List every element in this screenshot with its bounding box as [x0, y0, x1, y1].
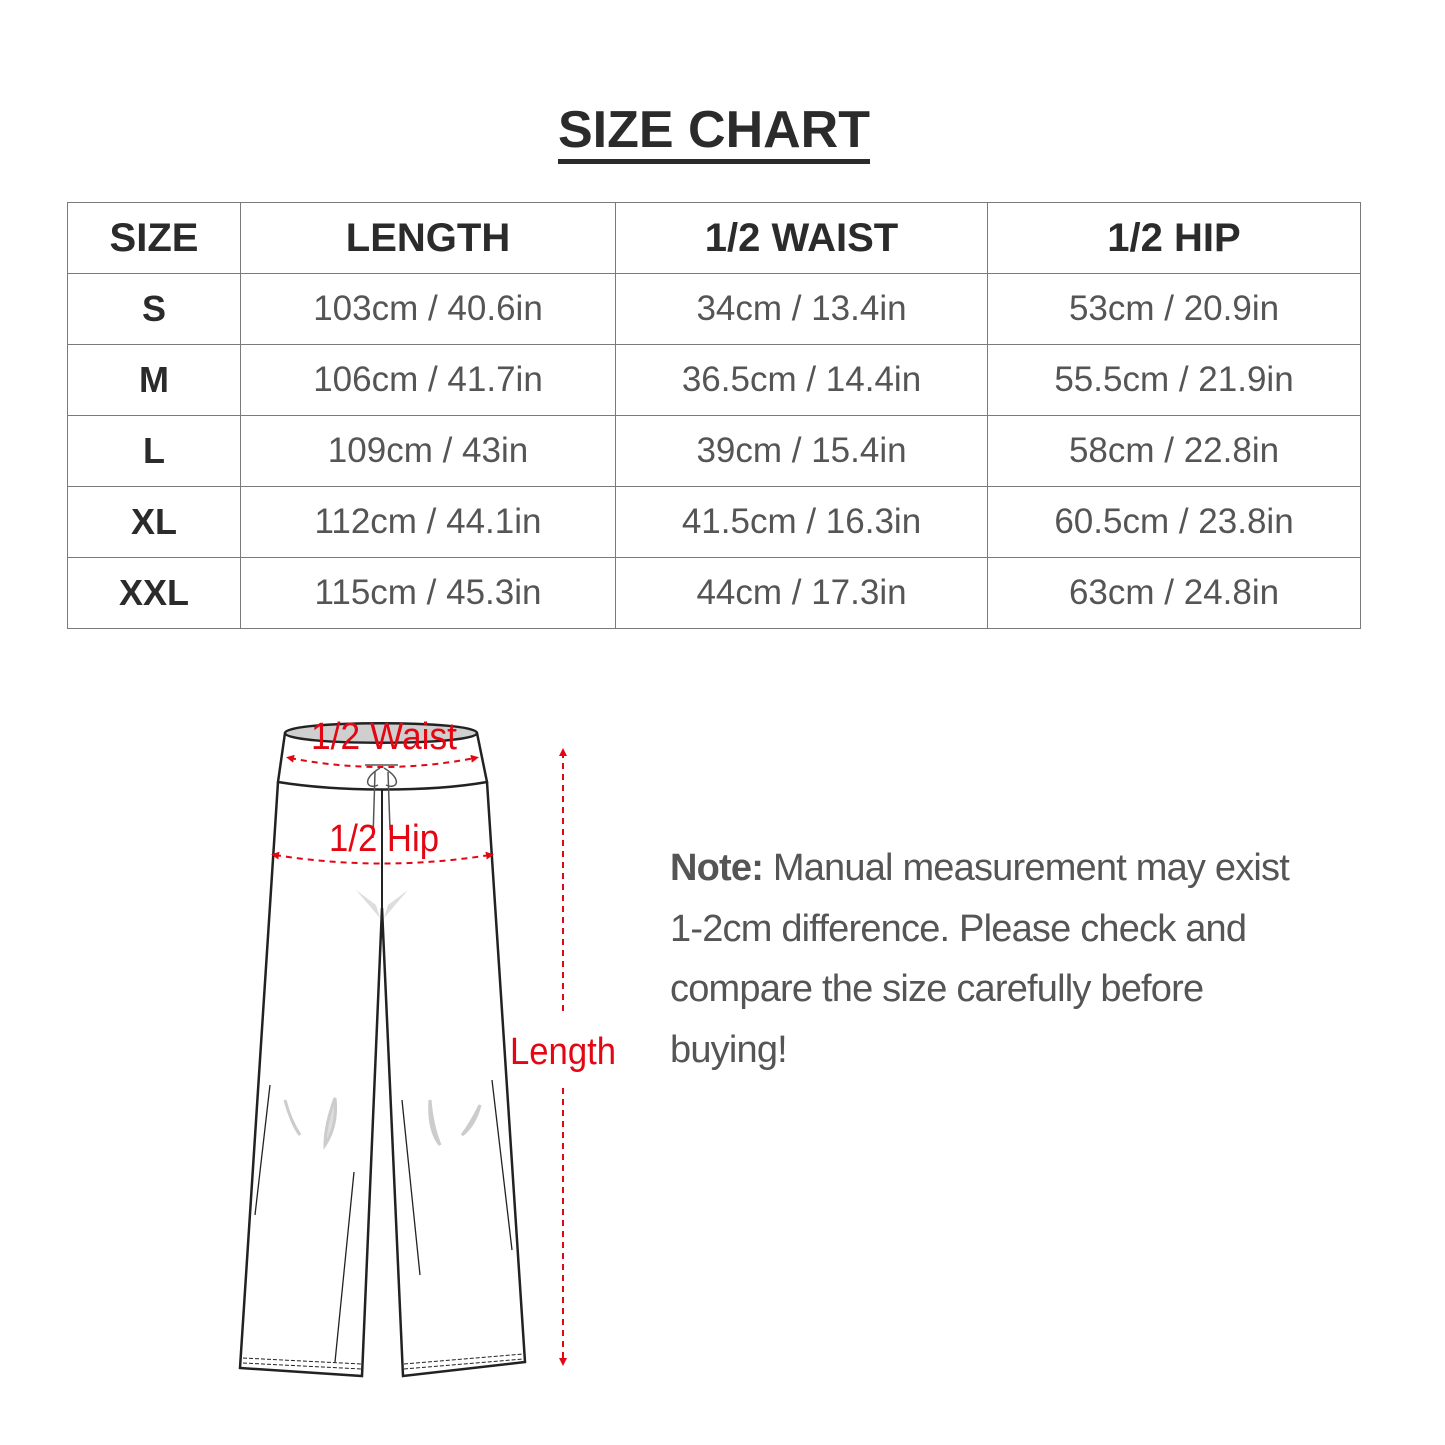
size-table: SIZE LENGTH 1/2 WAIST 1/2 HIP S 103cm / 4…	[67, 202, 1361, 629]
header-half-waist: 1/2 WAIST	[615, 202, 988, 274]
note-body: Manual measurement may exist 1-2cm diffe…	[670, 847, 1290, 1071]
half-waist-cell: 41.5cm / 16.3in	[615, 486, 988, 558]
half-hip-cell: 63cm / 24.8in	[987, 557, 1361, 629]
table-row: M 106cm / 41.7in 36.5cm / 14.4in 55.5cm / 2…	[67, 344, 1361, 416]
size-cell: M	[67, 344, 241, 416]
note-text: Note: Manual measurement may exist 1-2cm…	[670, 838, 1310, 1080]
half-hip-cell: 58cm / 22.8in	[987, 415, 1361, 487]
length-cell: 112cm / 44.1in	[240, 486, 616, 558]
half-waist-cell: 34cm / 13.4in	[615, 273, 988, 345]
header-size: SIZE	[67, 202, 241, 274]
hip-measure-arrow	[271, 851, 494, 865]
table-row: S 103cm / 40.6in 34cm / 13.4in 53cm / 20.9i…	[67, 273, 1361, 345]
size-cell: XL	[67, 486, 241, 558]
waist-label: 1/2 Waist	[311, 716, 457, 758]
hip-label: 1/2 Hip	[329, 818, 439, 860]
pants-outline	[238, 722, 527, 1378]
size-cell: XXL	[67, 557, 241, 629]
half-waist-cell: 44cm / 17.3in	[615, 557, 988, 629]
note-label: Note:	[670, 847, 764, 889]
length-cell: 109cm / 43in	[240, 415, 616, 487]
half-waist-cell: 36.5cm / 14.4in	[615, 344, 988, 416]
waist-measure-arrow	[286, 754, 479, 768]
half-hip-cell: 53cm / 20.9in	[987, 273, 1361, 345]
table-row: L 109cm / 43in 39cm / 15.4in 58cm / 22.8in	[67, 415, 1361, 487]
size-chart-title: SIZE CHART	[0, 100, 1428, 164]
drawstring	[365, 764, 398, 839]
half-hip-cell: 55.5cm / 21.9in	[987, 344, 1361, 416]
half-waist-cell: 39cm / 15.4in	[615, 415, 988, 487]
size-cell: L	[67, 415, 241, 487]
length-label: Length	[510, 1031, 616, 1073]
table-header-row: SIZE LENGTH 1/2 WAIST 1/2 HIP	[67, 202, 1361, 274]
length-cell: 115cm / 45.3in	[240, 557, 616, 629]
table-row: XXL 115cm / 45.3in 44cm / 17.3in 63cm / 24.…	[67, 557, 1361, 629]
table-row: XL 112cm / 44.1in 41.5cm / 16.3in 60.5cm / …	[67, 486, 1361, 558]
crotch-shading	[283, 890, 482, 1151]
